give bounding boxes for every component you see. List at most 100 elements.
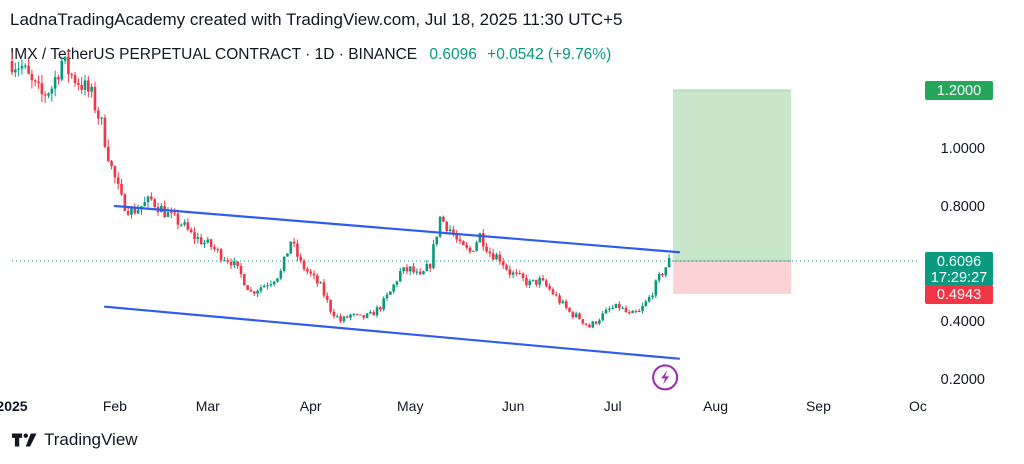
candle: [372, 310, 376, 316]
candle: [415, 268, 419, 276]
candle-body: [282, 256, 286, 271]
x-tick-label: Jul: [604, 398, 622, 414]
symbol-legend: IMX / TetherUS PERPETUAL CONTRACT · 1D ·…: [10, 46, 611, 64]
candle-body: [306, 269, 309, 272]
candle-body: [564, 301, 568, 308]
candle: [150, 192, 153, 201]
candle: [369, 309, 372, 314]
candle-body: [322, 282, 326, 296]
candle-body: [213, 247, 216, 250]
candle: [259, 284, 263, 294]
x-tick-label: Sep: [806, 398, 831, 414]
candle: [73, 71, 77, 87]
candle: [286, 253, 289, 257]
candle-body: [87, 80, 90, 92]
candle: [160, 203, 163, 213]
candle: [535, 279, 538, 287]
x-tick-label: Apr: [300, 398, 322, 414]
candle-body: [166, 212, 170, 218]
candle: [498, 251, 502, 265]
stop-price-label-bg: [925, 285, 993, 305]
candle: [90, 83, 93, 98]
x-tick-label: 2025: [0, 398, 28, 414]
candle-body: [349, 314, 352, 318]
candle: [471, 250, 475, 253]
candle-body: [193, 232, 196, 240]
candle: [83, 74, 87, 96]
candle: [468, 245, 472, 255]
candle: [389, 291, 392, 296]
last-price-label-text: 0.6096: [937, 254, 981, 270]
candle: [335, 314, 339, 318]
candle-body: [256, 290, 259, 294]
candle-body: [584, 323, 588, 325]
candle: [601, 311, 605, 322]
candle-body: [14, 69, 17, 73]
candle-body: [651, 295, 654, 298]
candle-body: [20, 65, 24, 69]
candle-body: [296, 243, 299, 257]
candle: [116, 171, 120, 190]
stop-price-label: 0.4943: [925, 285, 993, 305]
candle: [551, 287, 555, 296]
candle-body: [495, 254, 498, 260]
x-tick-label: Aug: [703, 398, 728, 414]
candle-body: [262, 285, 266, 288]
candle-body: [332, 311, 336, 317]
candle: [634, 309, 638, 314]
candle: [322, 279, 326, 299]
candle-body: [249, 290, 253, 292]
candle-body: [588, 324, 591, 328]
candle-body: [558, 295, 561, 303]
candle: [508, 265, 512, 279]
candle-body: [186, 222, 190, 230]
candle-body: [508, 269, 512, 275]
candle: [179, 223, 183, 227]
candle-body: [30, 73, 34, 81]
last-price-label-bg: [925, 252, 993, 286]
candle-body: [10, 61, 14, 73]
candle: [462, 240, 465, 246]
candle: [637, 308, 641, 312]
candle: [395, 280, 399, 288]
candle: [110, 159, 113, 170]
candle: [465, 241, 468, 250]
candle-body: [252, 291, 256, 294]
candle-body: [538, 278, 541, 285]
y-tick-label: 0.4000: [941, 314, 985, 330]
candle-body: [561, 301, 565, 303]
candle-body: [100, 117, 103, 119]
candle-body: [289, 241, 293, 254]
candle: [491, 248, 495, 261]
candle: [229, 258, 233, 269]
candle-body: [521, 273, 525, 278]
candle: [292, 237, 296, 248]
candle-body: [233, 261, 236, 266]
candle-body: [33, 80, 37, 82]
candle-body: [37, 81, 40, 84]
candle: [442, 215, 445, 222]
candle: [70, 72, 74, 79]
candle: [614, 303, 618, 309]
candle: [651, 292, 654, 300]
candle-body: [70, 74, 74, 76]
candle-body: [53, 77, 57, 89]
candle: [96, 107, 100, 125]
candle: [588, 323, 591, 328]
candle-body: [206, 239, 210, 243]
candle-body: [594, 321, 598, 324]
candle: [262, 284, 266, 288]
candle-body: [133, 208, 137, 214]
x-tick-label: Feb: [103, 398, 127, 414]
stop-price-label-text: 0.4943: [937, 287, 981, 303]
tradingview-footer[interactable]: TradingView: [12, 430, 138, 450]
candle: [664, 267, 668, 278]
candle: [213, 244, 216, 252]
candle: [63, 56, 67, 65]
candle-body: [272, 281, 276, 285]
candle: [146, 195, 150, 208]
candle-body: [173, 212, 176, 214]
candle: [349, 313, 352, 321]
candle: [515, 269, 518, 277]
